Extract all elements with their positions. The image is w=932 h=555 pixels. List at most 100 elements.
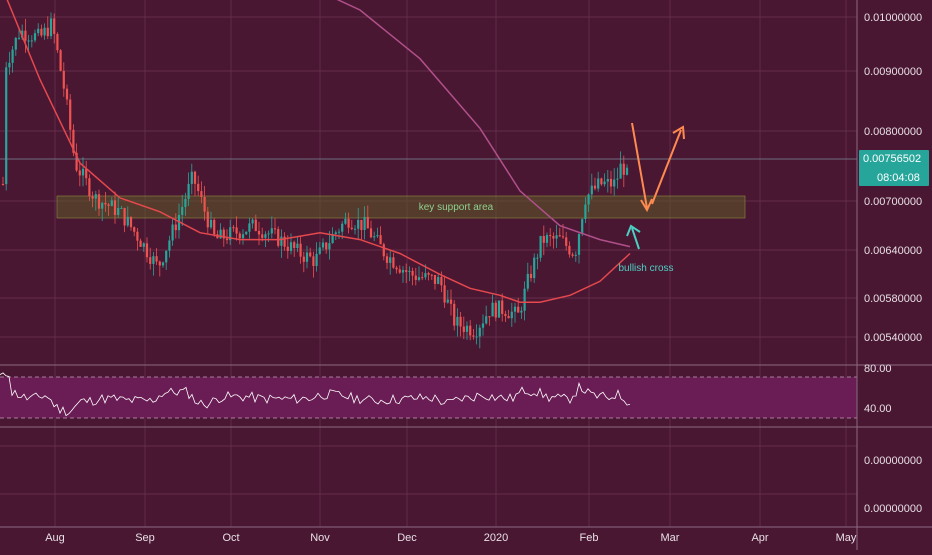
candle-body: [395, 267, 398, 270]
candle-body: [584, 204, 587, 220]
candle-body: [414, 275, 417, 280]
candle-body: [344, 218, 347, 224]
candle-body: [187, 183, 190, 200]
candle-body: [5, 67, 8, 185]
candle-body: [296, 243, 299, 249]
candle-body: [270, 228, 273, 234]
candle-body: [465, 325, 469, 332]
candle-body: [337, 231, 341, 233]
candle-body: [408, 270, 411, 272]
candle-body: [373, 236, 376, 238]
candle-body: [360, 219, 363, 231]
candle-body: [171, 224, 174, 241]
candle-body: [267, 233, 270, 235]
candle-body: [328, 243, 331, 250]
candle-body: [350, 227, 353, 229]
candle-body: [401, 270, 405, 273]
candle-body: [293, 242, 296, 249]
candle-body: [161, 262, 165, 266]
candle-body: [542, 235, 545, 243]
candle-body: [168, 240, 171, 251]
time-tick-label: Aug: [45, 532, 65, 544]
candle-body: [398, 269, 401, 273]
cross-arrow-head: [626, 224, 641, 237]
candle-body: [494, 302, 497, 318]
candle-body: [475, 336, 478, 338]
candle-body: [581, 219, 584, 235]
candle-body: [587, 194, 590, 205]
price-tick-label: 0.00540000: [864, 332, 922, 344]
candle-body: [517, 306, 520, 313]
lower-tick-label: 0.00000000: [864, 455, 922, 467]
candle-body: [600, 178, 603, 185]
candlesticks: [1, 12, 629, 349]
candle-body: [616, 178, 619, 180]
support-zone-label: key support area: [419, 202, 494, 213]
rsi-line: [0, 372, 631, 417]
candle-body: [613, 179, 616, 187]
candle-body: [88, 178, 91, 197]
candle-body: [261, 234, 264, 238]
candle-body: [366, 216, 369, 229]
candle-body: [11, 49, 14, 63]
candle-body: [376, 235, 379, 237]
current-price-tag[interactable]: [859, 150, 929, 186]
candle-body: [565, 237, 568, 246]
candle-body: [533, 257, 536, 279]
candle-body: [24, 30, 27, 41]
candle-body: [318, 247, 321, 254]
candle-body: [446, 299, 449, 303]
candle-body: [232, 227, 235, 229]
price-tick-label: 0.00640000: [864, 245, 922, 257]
candle-body: [126, 216, 129, 226]
candle-body: [133, 227, 136, 232]
candle-body: [139, 240, 142, 247]
candle-body: [149, 257, 152, 264]
candle-body: [30, 40, 33, 42]
rsi-tick-label: 40.00: [864, 403, 892, 415]
candle-body: [347, 218, 350, 228]
candle-body: [120, 207, 123, 209]
candle-body: [280, 236, 283, 246]
candle-body: [17, 37, 21, 39]
candle-body: [574, 254, 577, 256]
candle-body: [72, 129, 75, 153]
price-tick-label: 0.00580000: [864, 293, 922, 305]
candle-body: [33, 33, 37, 41]
candle-body: [430, 274, 433, 276]
candle-body: [481, 323, 485, 328]
candle-body: [174, 224, 177, 231]
lower-pane[interactable]: [0, 427, 857, 527]
candle-body: [405, 270, 408, 272]
candle-body: [53, 18, 56, 34]
candle-body: [552, 236, 555, 239]
price-pane[interactable]: [0, 0, 857, 365]
candle-body: [203, 196, 206, 212]
candle-body: [254, 219, 257, 231]
candle-body: [158, 261, 161, 266]
candle-body: [152, 256, 155, 264]
countdown-value: 08:04:08: [877, 172, 920, 184]
candle-body: [46, 27, 49, 37]
price-axis[interactable]: 0.01000000 0.00900000 0.00800000 0.00700000…: [864, 12, 922, 344]
candle-body: [302, 256, 305, 262]
current-price-value: 0.00756502: [863, 153, 921, 165]
time-tick-label: Feb: [580, 532, 599, 544]
candle-body: [523, 288, 526, 311]
candle-body: [379, 235, 382, 245]
rsi-axis[interactable]: 80.00 40.00: [864, 363, 892, 415]
candle-body: [520, 310, 523, 313]
candle-body: [321, 242, 325, 248]
candle-body: [331, 234, 334, 244]
candle-body: [529, 273, 533, 279]
candle-body: [433, 274, 437, 284]
candle-body: [69, 99, 72, 130]
time-axis[interactable]: Aug Sep Oct Nov Dec 2020 Feb Mar Apr May: [45, 532, 857, 544]
candle-body: [8, 62, 11, 68]
candle-body: [155, 256, 158, 262]
lower-axis[interactable]: 0.00000000 0.00000000: [864, 455, 922, 515]
candle-body: [558, 235, 561, 237]
time-tick-label: Nov: [310, 532, 330, 544]
